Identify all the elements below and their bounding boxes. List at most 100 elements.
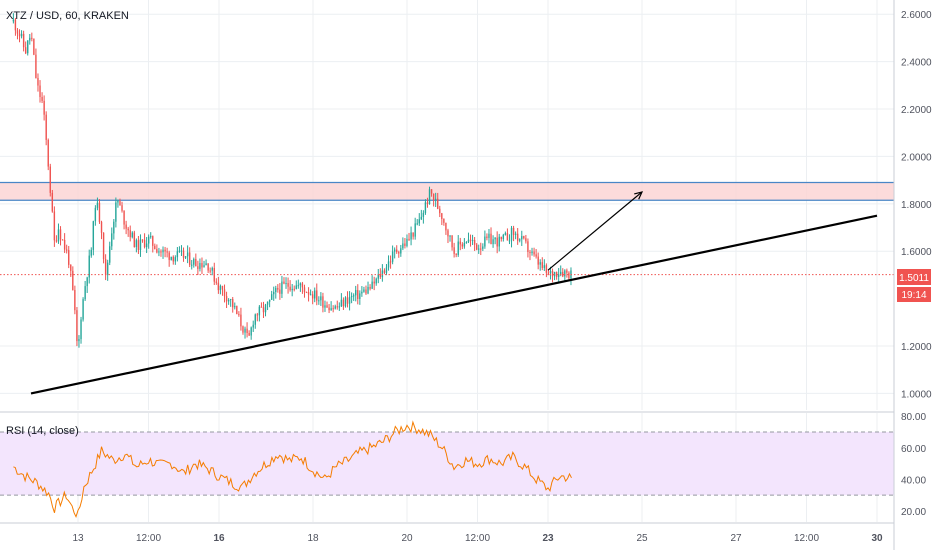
candle-body[interactable] xyxy=(566,270,568,273)
candle-body[interactable] xyxy=(250,327,252,336)
candle-body[interactable] xyxy=(469,239,472,241)
candle-body[interactable] xyxy=(281,281,283,294)
candle-body[interactable] xyxy=(350,296,353,298)
candle-body[interactable] xyxy=(31,37,33,39)
candle-body[interactable] xyxy=(223,289,226,297)
candle-body[interactable] xyxy=(238,314,240,316)
candle-body[interactable] xyxy=(102,232,105,260)
candle-body[interactable] xyxy=(328,307,330,311)
candle-body[interactable] xyxy=(414,223,416,237)
candle-body[interactable] xyxy=(33,38,35,55)
candle-body[interactable] xyxy=(369,286,371,289)
candle-body[interactable] xyxy=(76,310,78,342)
candle-body[interactable] xyxy=(258,306,261,316)
rsi-title[interactable]: RSI (14, close) xyxy=(6,425,79,437)
candle-body[interactable] xyxy=(385,267,388,273)
candle-body[interactable] xyxy=(393,249,396,252)
candle-body[interactable] xyxy=(510,227,513,241)
candle-body[interactable] xyxy=(357,290,359,299)
candle-body[interactable] xyxy=(57,229,60,242)
candle-body[interactable] xyxy=(301,283,304,288)
candle-body[interactable] xyxy=(461,244,464,247)
candle-body[interactable] xyxy=(379,274,382,278)
candle-body[interactable] xyxy=(492,239,494,245)
candle-body[interactable] xyxy=(209,270,211,272)
candle-body[interactable] xyxy=(514,233,517,235)
candle-body[interactable] xyxy=(273,291,275,295)
candle-body[interactable] xyxy=(160,251,162,253)
candle-body[interactable] xyxy=(287,282,289,287)
candle-body[interactable] xyxy=(123,210,125,225)
candle-body[interactable] xyxy=(150,236,152,238)
candle-body[interactable] xyxy=(437,198,439,209)
candle-body[interactable] xyxy=(508,240,511,242)
time-axis[interactable]: 13 12:00 16 18 20 12:00 23 25 27 12:00 30 xyxy=(72,533,883,544)
candle-body[interactable] xyxy=(365,289,367,294)
candle-body[interactable] xyxy=(443,218,445,223)
candle-body[interactable] xyxy=(512,227,515,235)
candle-body[interactable] xyxy=(29,37,31,41)
candle-body[interactable] xyxy=(63,240,66,250)
candle-body[interactable] xyxy=(264,304,267,313)
candle-body[interactable] xyxy=(72,270,74,290)
candle-body[interactable] xyxy=(164,249,166,252)
candle-body[interactable] xyxy=(506,233,509,241)
candle-body[interactable] xyxy=(396,249,398,253)
candle-body[interactable] xyxy=(367,286,369,294)
candle-body[interactable] xyxy=(525,238,527,242)
candle-body[interactable] xyxy=(432,193,435,200)
candle-body[interactable] xyxy=(207,263,209,271)
candle-body[interactable] xyxy=(494,237,496,240)
candle-body[interactable] xyxy=(523,236,525,239)
candle-body[interactable] xyxy=(439,208,441,214)
candle-body[interactable] xyxy=(20,33,23,37)
candle-body[interactable] xyxy=(416,223,418,225)
candle-body[interactable] xyxy=(459,241,461,245)
candle-body[interactable] xyxy=(471,240,474,242)
candle-body[interactable] xyxy=(404,243,406,246)
candle-body[interactable] xyxy=(121,205,123,211)
candle-body[interactable] xyxy=(275,288,277,292)
candle-body[interactable] xyxy=(320,296,322,301)
rsi-line[interactable] xyxy=(13,420,572,519)
candle-body[interactable] xyxy=(541,262,543,268)
candle-body[interactable] xyxy=(342,299,345,307)
candle-body[interactable] xyxy=(428,189,431,205)
candle-body[interactable] xyxy=(37,77,39,86)
candle-body[interactable] xyxy=(96,202,99,208)
candle-body[interactable] xyxy=(100,221,103,233)
candle-body[interactable] xyxy=(441,213,443,219)
candle-body[interactable] xyxy=(303,287,306,293)
candle-body[interactable] xyxy=(266,301,269,305)
candle-body[interactable] xyxy=(455,253,457,255)
candle-body[interactable] xyxy=(45,114,47,140)
candle-body[interactable] xyxy=(16,30,19,34)
candle-body[interactable] xyxy=(127,228,129,231)
candle-body[interactable] xyxy=(27,40,29,54)
candle-body[interactable] xyxy=(117,201,119,203)
candle-body[interactable] xyxy=(125,224,127,229)
candle-body[interactable] xyxy=(47,139,49,167)
candle-body[interactable] xyxy=(553,271,556,277)
candle-body[interactable] xyxy=(373,281,375,284)
candle-body[interactable] xyxy=(139,239,142,250)
candle-body[interactable] xyxy=(422,212,425,217)
candle-body[interactable] xyxy=(147,236,150,244)
candle-body[interactable] xyxy=(65,249,68,251)
candle-body[interactable] xyxy=(297,285,300,287)
candle-body[interactable] xyxy=(39,85,41,97)
candle-body[interactable] xyxy=(158,251,160,253)
candle-body[interactable] xyxy=(348,297,351,304)
candle-body[interactable] xyxy=(434,198,437,200)
candle-body[interactable] xyxy=(172,256,174,262)
candle-body[interactable] xyxy=(68,250,70,265)
candle-body[interactable] xyxy=(154,245,156,250)
candle-body[interactable] xyxy=(361,291,363,294)
candle-body[interactable] xyxy=(484,236,486,247)
candle-body[interactable] xyxy=(141,239,144,241)
candle-body[interactable] xyxy=(480,248,482,250)
candle-body[interactable] xyxy=(543,265,546,268)
price-pane[interactable] xyxy=(0,13,894,395)
candle-body[interactable] xyxy=(182,250,185,258)
candle-body[interactable] xyxy=(564,270,566,277)
